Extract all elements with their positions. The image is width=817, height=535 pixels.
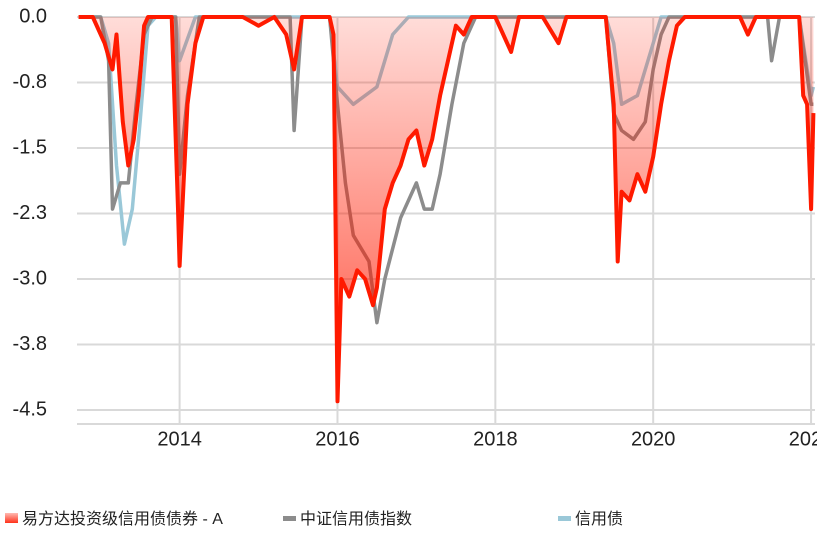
- area: [78, 17, 814, 402]
- y-tick-label: -4.5: [13, 398, 47, 420]
- legend-label: 易方达投资级信用债债券 - A: [22, 510, 223, 528]
- legend-marker: [558, 516, 571, 521]
- y-tick-label: -1.5: [13, 136, 47, 158]
- legend-label: 信用债: [575, 510, 623, 528]
- x-tick-label: 2018: [473, 428, 518, 450]
- x-tick-label: 2020: [631, 428, 676, 450]
- line: [78, 15, 816, 404]
- y-tick-label: 0.0: [19, 5, 47, 27]
- y-tick-label: -0.8: [13, 71, 47, 93]
- y-tick-label: -3.0: [13, 267, 47, 289]
- y-tick-label: -2.3: [13, 202, 47, 224]
- legend-marker: [5, 513, 18, 523]
- y-tick-label: -3.8: [13, 333, 47, 355]
- x-tick-label: 2016: [315, 428, 360, 450]
- legend-marker: [283, 516, 296, 521]
- x-tick-label: 2014: [157, 428, 202, 450]
- legend-label: 中证信用债指数: [300, 510, 412, 528]
- x-tick-label: 2022: [789, 428, 817, 450]
